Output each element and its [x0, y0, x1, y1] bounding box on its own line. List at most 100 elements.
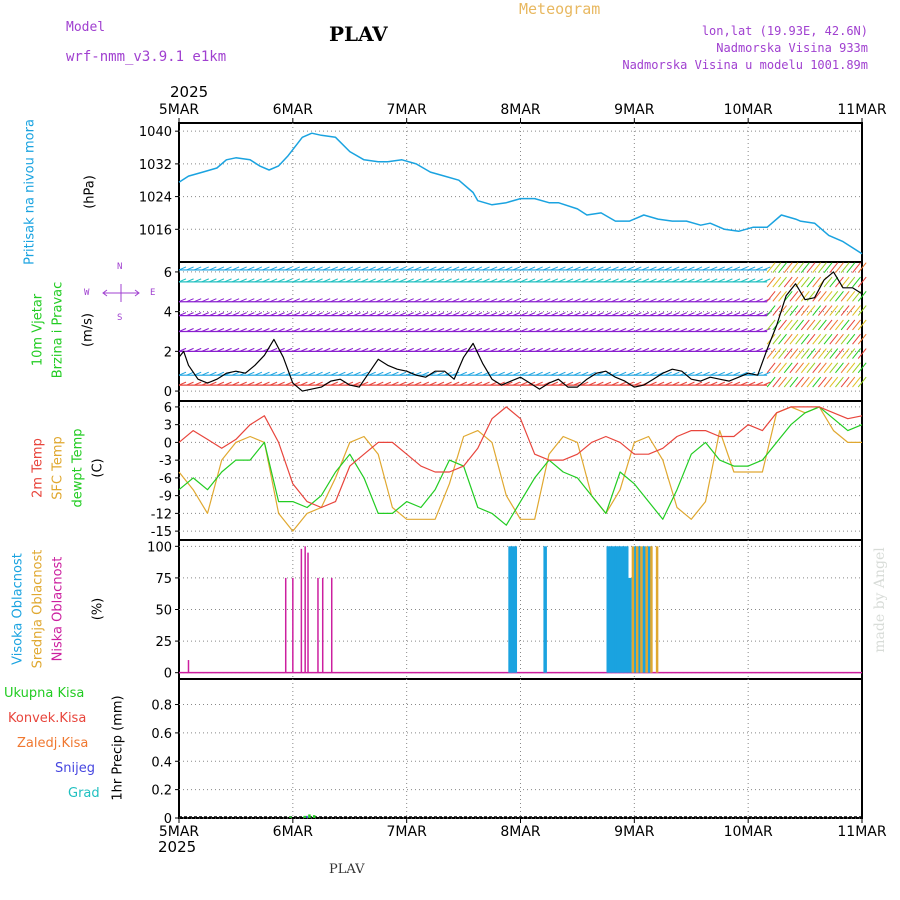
pressure-tick-label: 1016 [139, 223, 172, 238]
model-label: Model [66, 20, 106, 35]
wind-barb-gust [857, 333, 867, 345]
cloud-high-bar [611, 546, 616, 673]
wind-tick-label: 2 [164, 345, 172, 360]
sfc-temp-line [178, 406, 862, 532]
wind-barb-gust [778, 319, 787, 331]
wind-barb-gust [817, 376, 827, 388]
wind-barb-gust [812, 276, 822, 288]
cloud-mid-bar [640, 546, 643, 673]
wind-barb-gust [835, 291, 844, 302]
wind-barb-gust [829, 276, 839, 288]
date-label-bottom: 7MAR [387, 824, 428, 840]
wind-barb-gust [766, 319, 776, 331]
wind-barb-gust [857, 305, 867, 316]
wind-barb-gust [852, 362, 861, 374]
wind-barb-gust [835, 333, 844, 345]
temp-tick-label: -12 [151, 507, 172, 522]
precip-label-conv: Konvek.Kisa [8, 711, 87, 726]
wind-barb-gust [857, 376, 867, 388]
wind-barb-gust [840, 262, 850, 274]
precip-label-snow: Snijeg [55, 761, 95, 776]
cloud-mid-bar [645, 546, 648, 673]
cloud-high-bar [634, 546, 638, 673]
wind-barbs [178, 262, 867, 388]
pressure-tick-label: 1032 [139, 158, 172, 173]
wind-barb-gust [829, 305, 839, 316]
wind-barb-gust [800, 348, 810, 359]
compass-rose-icon [99, 284, 143, 302]
wind-barb-gust [806, 291, 816, 302]
wind-barb-gust [852, 333, 861, 345]
wind-barb-gust [772, 348, 782, 359]
wind-barb-gust [783, 305, 793, 316]
wind-barb-gust [829, 376, 839, 388]
wind-barb-gust [823, 262, 833, 274]
wind-barb-gust [812, 305, 822, 316]
wind-barb-gust [812, 348, 822, 359]
wind-barb-gust [823, 362, 833, 374]
wind-barb-gust [795, 348, 804, 359]
wind-barb-gust [778, 262, 787, 274]
cloud-low-bar [187, 660, 190, 673]
wind-barb-gust [829, 333, 839, 345]
wind-barb-gust [789, 262, 799, 274]
wind-barb-gust [783, 291, 793, 302]
wind-barb-gust [829, 362, 839, 374]
cloud-high-bar [637, 546, 641, 673]
temp-tick-label: 0 [164, 436, 172, 451]
wind-barb-gust [789, 319, 799, 331]
lonlat-info: lon,lat (19.93E, 42.6N) [701, 24, 868, 38]
temp-tick-label: -15 [151, 525, 172, 540]
wind-barb-gust [772, 376, 782, 388]
date-label-bottom: 9MAR [614, 824, 655, 840]
wind-barb-gust [835, 376, 844, 388]
wind-barb-gust [806, 319, 816, 331]
wind-barb-gust [829, 291, 839, 302]
wind-barb-gust [840, 276, 850, 288]
cloud-low-bar [304, 546, 306, 673]
date-label-top: 6MAR [273, 102, 314, 118]
precip-panel: 0 0.2 0.4 0.6 0.8 [151, 678, 863, 827]
wind-barb-gust [846, 291, 856, 302]
wind-barb-gust [835, 362, 844, 374]
wind-barb-gust [766, 305, 776, 316]
wind-barb-gust [857, 291, 867, 302]
wind-barb-gust [766, 276, 776, 288]
wind-barb-gust [857, 262, 867, 274]
wind-barb-gust [835, 305, 844, 316]
wind-barb-gust [846, 333, 856, 345]
precip-snow-bar [306, 815, 308, 818]
precip-tick-label: 0 [164, 812, 172, 827]
cloud-mid-bar [631, 546, 635, 673]
wind-tick-label: 0 [164, 385, 172, 400]
wind-barb-gust [795, 333, 804, 345]
wind-barb-gust [835, 348, 844, 359]
wind-barb-gust [783, 376, 793, 388]
wind-barb-gust [852, 276, 861, 288]
cloud-tick-label: 25 [155, 635, 172, 650]
wind-tick-label: 6 [164, 266, 172, 281]
cloud-tick-label: 100 [147, 540, 172, 555]
wind-barb-gust [800, 291, 810, 302]
wind-barb-gust [817, 305, 827, 316]
wind-barb-gust [852, 291, 861, 302]
wind-barb-gust [800, 319, 810, 331]
wind-barb-gust [817, 333, 827, 345]
date-label-bottom: 6MAR [273, 824, 314, 840]
wind-barb-gust [835, 262, 844, 274]
wind-barb-gust [800, 305, 810, 316]
pressure-line [178, 132, 863, 255]
cloud-low-bar [330, 577, 333, 673]
temp-tick-label: -6 [159, 472, 172, 487]
cloud-low-bar [321, 577, 324, 673]
cloud-high-bar [647, 546, 651, 673]
wind-barb-gust [783, 276, 793, 288]
cloud-tick-label: 75 [155, 572, 172, 587]
wind-barb-gust [817, 362, 827, 374]
footer-station: PLAV [329, 862, 365, 877]
wind-barb-gust [840, 348, 850, 359]
wind-barb-gust [778, 362, 787, 374]
wind-barb-gust [817, 319, 827, 331]
cloud-low-bar [292, 577, 294, 673]
